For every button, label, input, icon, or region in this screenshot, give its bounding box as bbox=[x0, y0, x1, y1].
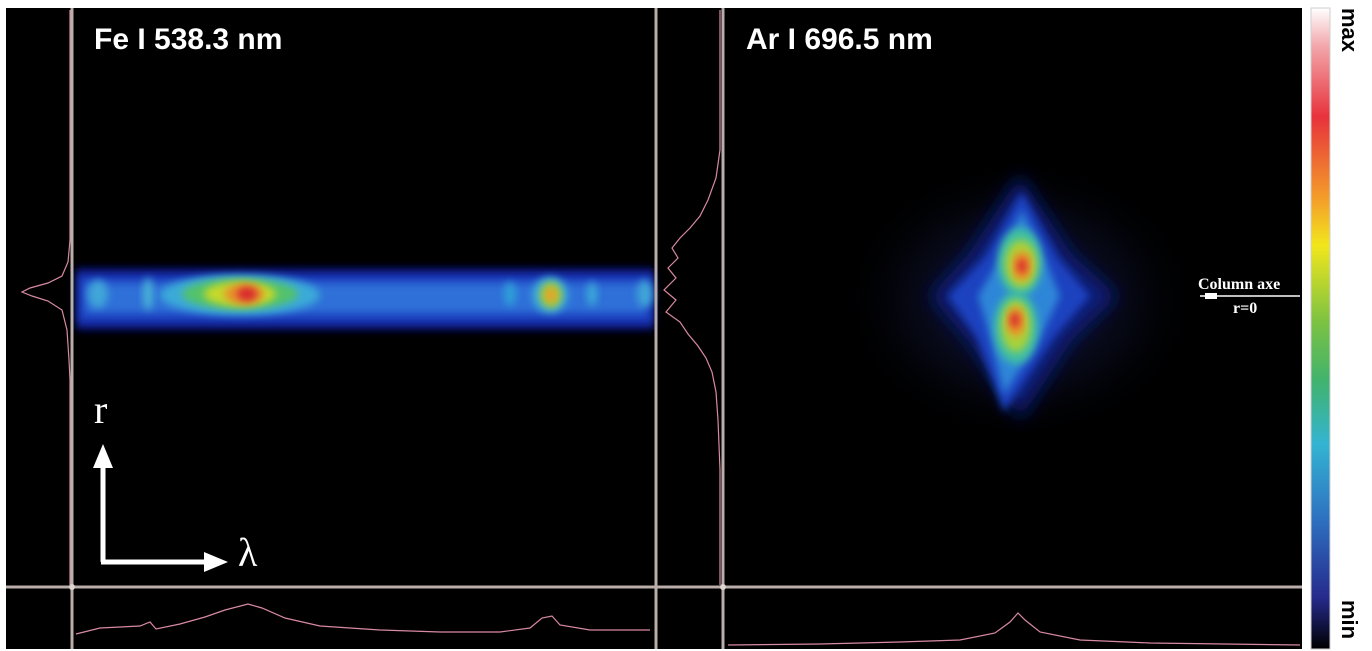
middle-radial-profile bbox=[663, 10, 721, 585]
left-radial-profile bbox=[20, 10, 71, 585]
colorbar: max min bbox=[1310, 7, 1362, 650]
fe-panel-title: Fe I 538.3 nm bbox=[94, 23, 282, 56]
column-axis-marker bbox=[1200, 293, 1300, 299]
bottom-spectral-profiles bbox=[73, 589, 1302, 649]
right-arrow-icon bbox=[204, 552, 228, 572]
panel-frame-lines bbox=[6, 8, 1302, 649]
column-axe-label: Column axe bbox=[1198, 276, 1280, 293]
fe-panel: Fe I 538.3 nm r λ bbox=[73, 8, 656, 586]
colorbar-min-label: min bbox=[1337, 600, 1362, 639]
r-axis-label: r bbox=[94, 387, 107, 432]
fe-emission-band bbox=[76, 228, 654, 372]
colorbar-max-label: max bbox=[1337, 8, 1362, 53]
ar-panel: Ar I 696.5 nm Column axe r=0 bbox=[725, 8, 1302, 586]
lambda-axis-label: λ bbox=[238, 530, 258, 575]
ar-emission-spot bbox=[835, 155, 1205, 445]
r0-label: r=0 bbox=[1233, 300, 1257, 317]
up-arrow-icon bbox=[93, 444, 113, 468]
ar-panel-title: Ar I 696.5 nm bbox=[746, 23, 933, 56]
axis-arrows bbox=[93, 444, 228, 572]
